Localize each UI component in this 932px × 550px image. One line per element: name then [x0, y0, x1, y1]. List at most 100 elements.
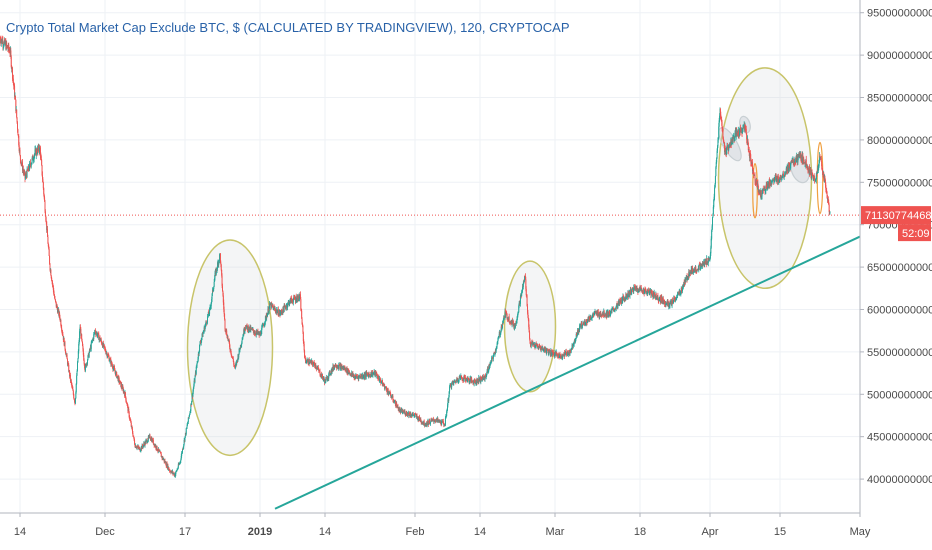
candle-body [245, 328, 247, 330]
candle-body [235, 363, 237, 366]
candle-body [425, 425, 427, 426]
candle-body [501, 326, 503, 329]
candle-body [322, 377, 324, 380]
candle-body [663, 300, 665, 302]
candle-body [471, 378, 473, 381]
candle-body [281, 311, 283, 313]
x-axis[interactable]: 14 Dec 17 2019 14 Feb 14 Mar 18 Apr 15 May [0, 512, 932, 550]
candle-body [103, 344, 105, 346]
candle-body [182, 446, 184, 450]
candle-body [274, 308, 276, 311]
candle-body [202, 333, 204, 337]
y-axis[interactable]: 40000000000 45000000000 50000000000 5500000… [859, 0, 932, 550]
candle-body [723, 140, 725, 144]
candle-body [167, 464, 169, 470]
candle-body [546, 349, 548, 354]
candle-body [268, 311, 270, 314]
candle-body [828, 204, 830, 212]
candle-body [303, 343, 305, 351]
candle-body [554, 355, 556, 357]
candle-body [187, 424, 188, 426]
candle-body [675, 298, 677, 300]
candle-body [755, 182, 757, 184]
candle-body [39, 146, 41, 153]
trendline-group[interactable] [274, 235, 861, 510]
candle-body [325, 377, 327, 379]
candle-body [525, 279, 527, 289]
candle-body [301, 310, 303, 319]
candle-body [628, 295, 630, 297]
candle-body [764, 190, 766, 192]
candle-body [823, 172, 825, 179]
candle-body [685, 277, 687, 282]
candle-body [308, 359, 310, 364]
candle-body [392, 400, 394, 402]
candle-body [60, 325, 62, 328]
candle-body [60, 319, 62, 326]
candle-body [50, 269, 52, 276]
candle-body [322, 378, 324, 380]
candle-body [149, 438, 151, 440]
y-tick-label: 85000000000 [867, 93, 932, 105]
candle-body [366, 372, 368, 374]
candle-body [169, 469, 171, 471]
candle-body [182, 448, 184, 450]
candle-body [635, 288, 637, 291]
candle-body [638, 288, 640, 292]
candle-body [331, 367, 333, 373]
candle-body [717, 146, 718, 152]
candle-body [211, 299, 213, 303]
candle-body [487, 368, 489, 372]
candle-body [561, 355, 563, 358]
annotation-ellipses[interactable] [186, 67, 813, 457]
candle-body [269, 303, 271, 308]
candle-body [109, 359, 111, 361]
candle-body [222, 285, 223, 292]
last-price-label[interactable] [861, 206, 931, 225]
candle-body [296, 297, 298, 301]
y-tick-label: 40000000000 [867, 474, 932, 486]
candle-body [502, 322, 504, 324]
candle-body [447, 399, 449, 406]
candle-body [612, 307, 614, 310]
candle-body [19, 155, 21, 160]
candle-body [229, 342, 231, 348]
candle-body [81, 334, 83, 339]
candle-body [204, 326, 206, 331]
candle-body [746, 133, 748, 140]
candle-body [812, 175, 814, 177]
candle-body [143, 443, 145, 445]
candle-body [653, 292, 655, 298]
candle-body [783, 175, 785, 177]
candle-body [782, 175, 783, 177]
candle-body [586, 319, 588, 323]
candle-body [301, 318, 303, 325]
candle-body [283, 305, 285, 312]
candle-body [45, 220, 47, 222]
candle-body [187, 422, 189, 425]
candle-body [718, 126, 720, 138]
candle-body [40, 156, 42, 161]
candle-body [446, 411, 448, 416]
candle-body [821, 166, 823, 169]
candle-body [299, 294, 301, 300]
candle-body [223, 309, 225, 314]
candle-body [370, 372, 372, 377]
candle-body [722, 137, 724, 141]
candle-body [681, 288, 683, 291]
candle-body [705, 263, 707, 265]
candle-body [683, 282, 685, 284]
candle-body [702, 263, 704, 266]
candle-body [327, 379, 328, 381]
candle-body [350, 373, 352, 376]
candle-body [469, 378, 471, 381]
candle-body [208, 313, 210, 315]
candle-body [373, 373, 375, 374]
candle-body [17, 129, 19, 136]
candle-body [246, 324, 248, 327]
candle-body [92, 339, 93, 341]
candle-body [676, 295, 678, 299]
candle-body [615, 305, 617, 309]
candle-body [476, 380, 478, 383]
